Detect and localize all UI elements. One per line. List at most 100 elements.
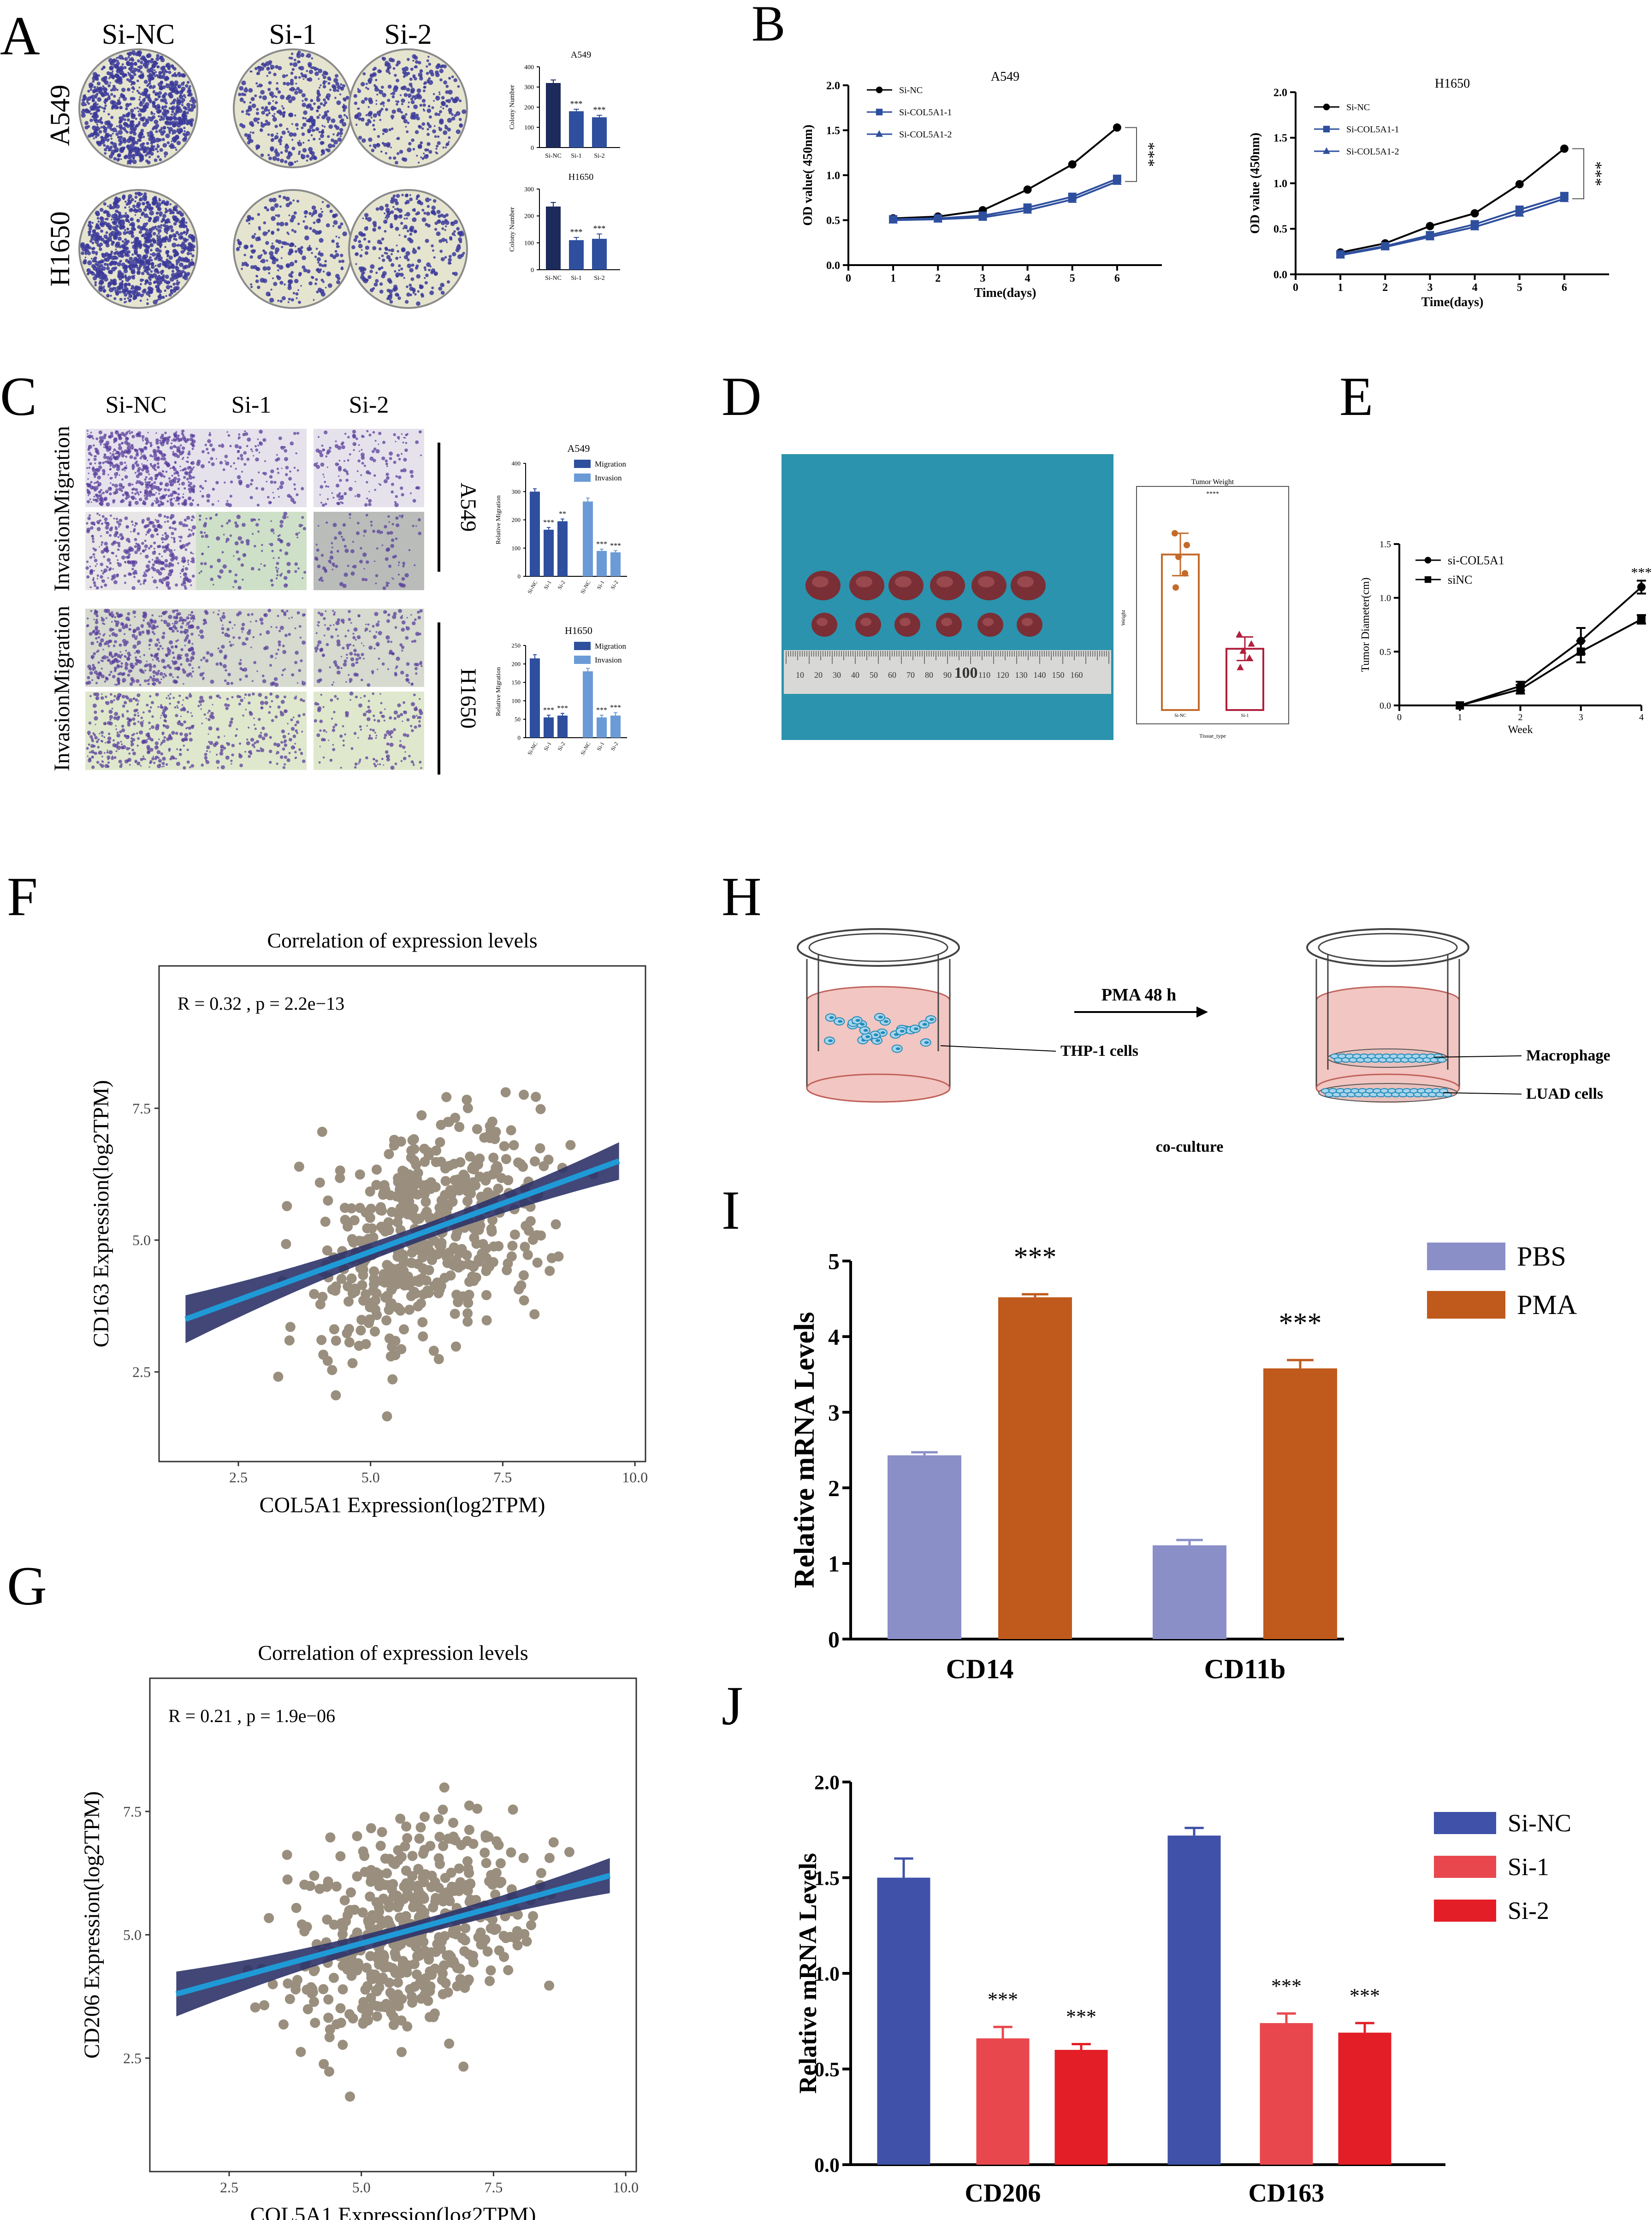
colony [318, 130, 321, 133]
stained-cell [397, 475, 402, 480]
colony [145, 159, 148, 163]
colony [116, 69, 120, 74]
colony [313, 299, 315, 301]
colony [279, 281, 284, 285]
colony [143, 266, 146, 269]
colony [380, 107, 384, 111]
colony [287, 301, 290, 303]
colony [257, 285, 261, 289]
colony [385, 152, 388, 154]
colony [270, 106, 275, 111]
stained-cell [266, 480, 268, 483]
stained-cell [180, 648, 184, 651]
stained-cell [179, 535, 183, 539]
x-tick-label: Si-NC [545, 275, 562, 282]
colony [280, 151, 283, 154]
stained-cell [275, 577, 278, 580]
colony [274, 149, 278, 154]
colony [137, 91, 141, 95]
stained-cell [173, 438, 175, 440]
stained-cell [191, 574, 195, 578]
colony [375, 78, 378, 82]
colony [126, 60, 130, 65]
colony [127, 260, 130, 264]
stained-cell [87, 617, 89, 620]
stained-cell [314, 556, 318, 561]
colony [141, 158, 144, 161]
stained-cell [226, 431, 228, 433]
colony [267, 101, 271, 105]
colony [147, 234, 148, 237]
stained-cell [243, 451, 247, 455]
colony [334, 250, 338, 253]
stained-cell [187, 561, 189, 563]
stained-cell [108, 673, 111, 676]
stained-cell [360, 474, 362, 476]
colony [97, 119, 102, 124]
colony [179, 212, 184, 217]
stained-cell [86, 483, 89, 485]
colony [414, 130, 419, 134]
colony [448, 111, 452, 114]
stained-cell [181, 502, 184, 505]
stained-cell [173, 477, 177, 480]
colony [388, 156, 392, 160]
colony [156, 104, 160, 108]
colony [113, 213, 117, 216]
colony [390, 199, 395, 204]
colony [110, 116, 114, 119]
colony [297, 142, 300, 144]
colony [91, 241, 95, 244]
stained-cell [126, 556, 130, 559]
stained-cell [331, 492, 333, 494]
colony [409, 197, 413, 201]
colony [309, 227, 312, 230]
stained-cell [287, 516, 289, 518]
colony [375, 103, 378, 105]
colony [355, 124, 358, 126]
stained-cell [138, 434, 142, 438]
x-tick-label: Si-NC [545, 153, 562, 160]
colony [424, 268, 427, 271]
colony [314, 157, 317, 160]
stained-cell [258, 471, 260, 474]
colony [116, 257, 118, 260]
stained-cell [103, 497, 107, 501]
stained-cell [290, 441, 294, 446]
stained-cell [209, 565, 213, 568]
stained-cell [119, 461, 124, 466]
stained-cell [250, 518, 254, 522]
colony [364, 213, 369, 218]
stained-cell [178, 521, 183, 526]
stained-cell [152, 576, 154, 578]
stained-cell [229, 495, 232, 498]
stained-cell [94, 462, 96, 464]
stained-cell [190, 468, 194, 471]
colony [178, 235, 183, 240]
colony [445, 220, 450, 225]
stained-cell [375, 449, 380, 454]
stained-cell [366, 470, 370, 474]
colony [107, 213, 109, 215]
stained-cell [86, 560, 89, 563]
colony [110, 260, 114, 264]
colony [409, 83, 413, 87]
colony [176, 107, 180, 110]
colony [160, 131, 165, 136]
colony [396, 194, 400, 198]
colony [161, 218, 165, 221]
colony [153, 280, 157, 284]
colony [304, 225, 308, 230]
stained-cell [257, 530, 260, 533]
stained-cell [273, 480, 277, 484]
stained-cell [386, 465, 388, 467]
stained-cell [408, 549, 411, 551]
colony [165, 101, 168, 105]
stained-cell [156, 520, 160, 523]
colony [270, 245, 275, 250]
stained-cell [158, 545, 161, 548]
colony [146, 298, 148, 301]
colony [122, 73, 126, 77]
stained-cell [345, 479, 349, 482]
colony [353, 238, 357, 242]
